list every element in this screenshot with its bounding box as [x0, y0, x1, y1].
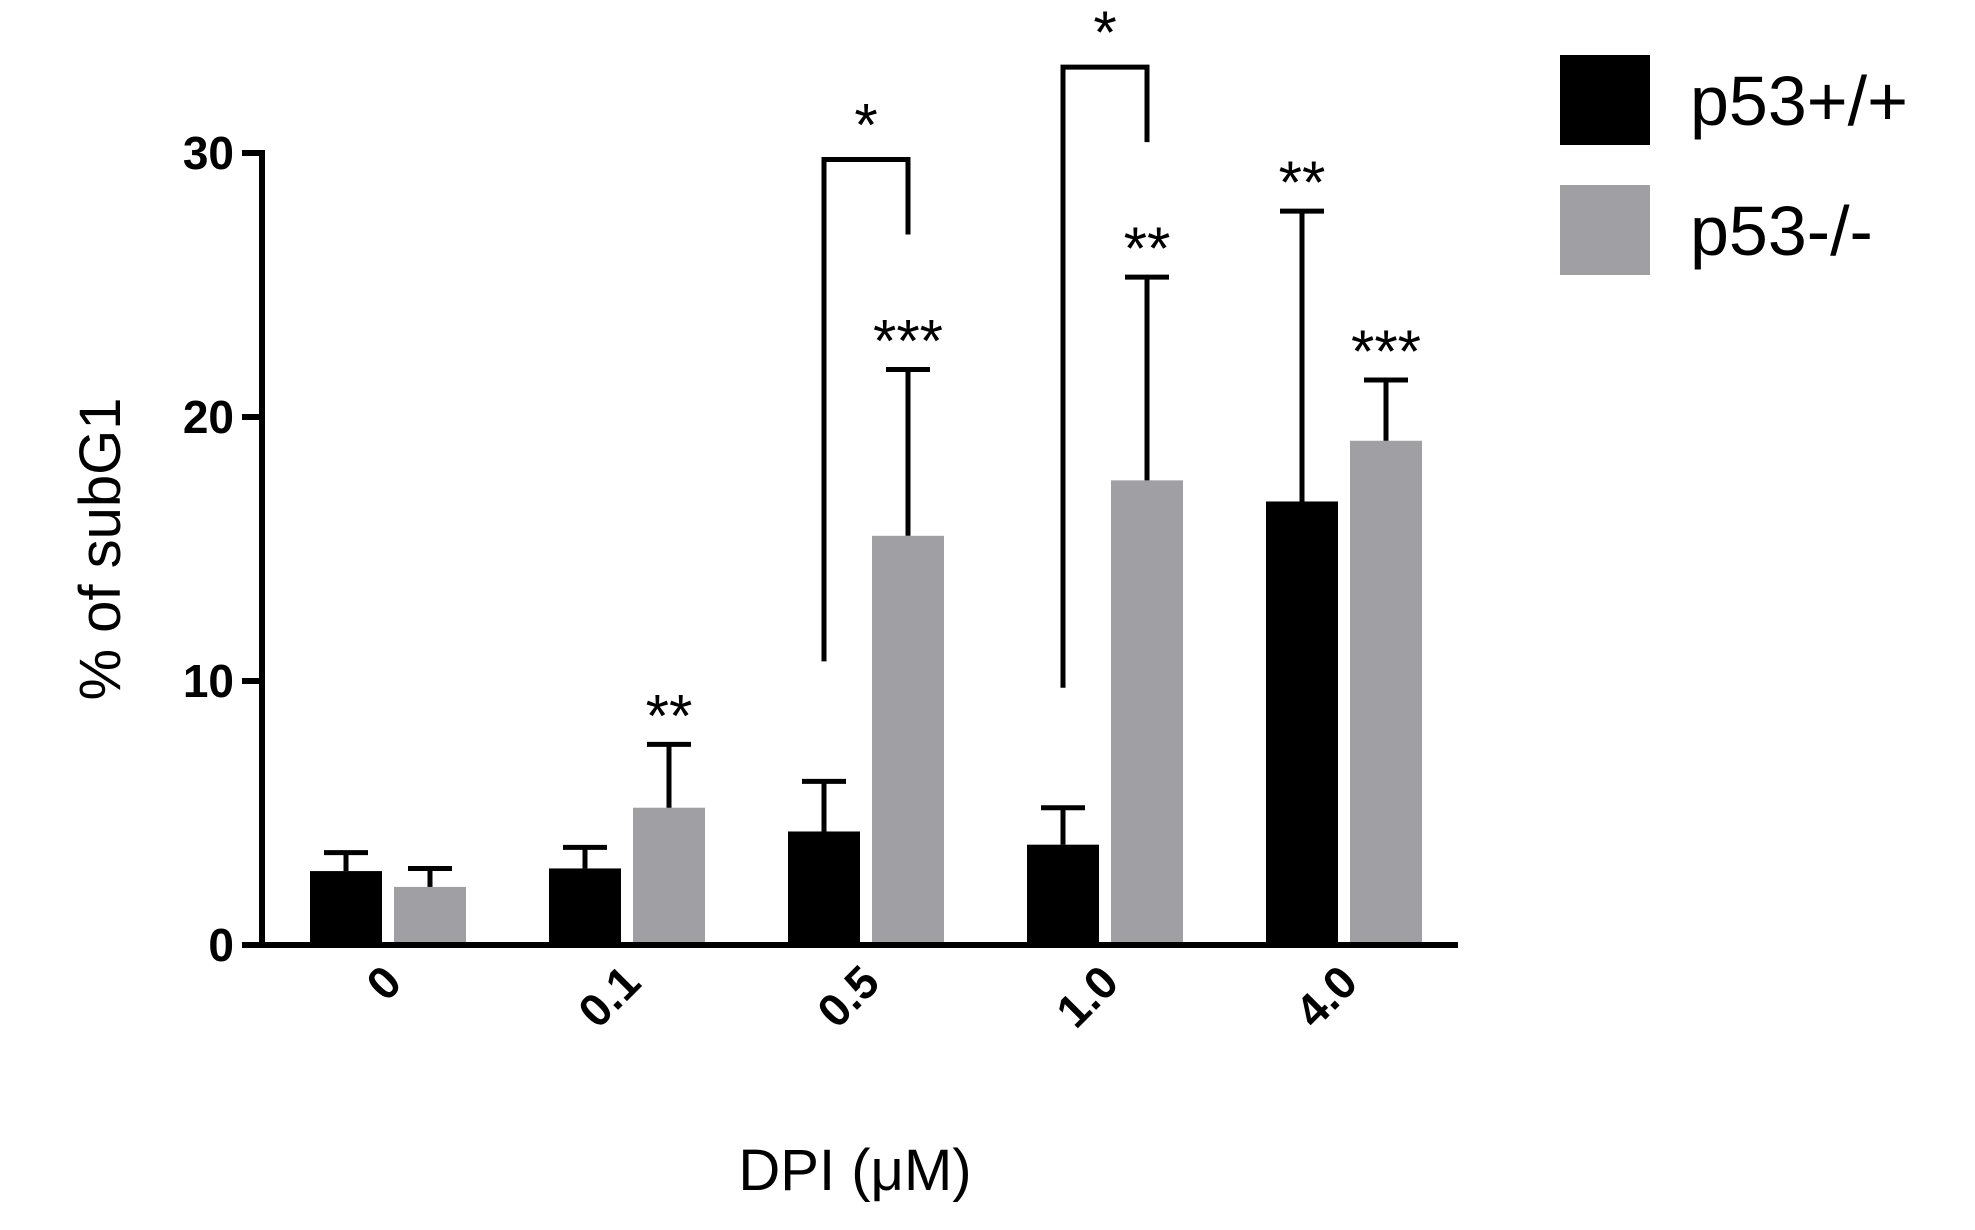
- y-tick-label-0: 0: [208, 919, 234, 971]
- bar-series0-4.0: [1266, 501, 1338, 945]
- bar-series1-0: [394, 886, 466, 945]
- significance-label-series1-0.5: ***: [873, 307, 943, 374]
- significance-label-series1-1.0: **: [1124, 215, 1171, 282]
- legend-swatch-p53-null: [1560, 185, 1650, 275]
- legend-label-p53-null: p53-/-: [1690, 192, 1873, 270]
- x-axis-title: DPI (μM): [738, 1138, 971, 1203]
- significance-layer: **************: [646, 0, 1421, 749]
- bracket-label-0.5: *: [854, 91, 877, 158]
- bracket-label-1.0: *: [1093, 0, 1116, 66]
- bars-layer: [310, 440, 1422, 945]
- axes-layer: [259, 150, 1458, 948]
- y-tick-label-10: 10: [183, 655, 234, 707]
- bar-series0-0.1: [549, 868, 621, 945]
- x-tick-label-0: 0: [356, 955, 411, 1010]
- legend-swatch-p53-wt: [1560, 55, 1650, 145]
- significance-label-series1-0.1: **: [646, 682, 693, 749]
- x-tick-label-1.0: 1.0: [1046, 955, 1128, 1037]
- significance-bracket-1.0: [1060, 64, 1150, 688]
- bar-series0-0.5: [788, 831, 860, 945]
- significance-label-series0-4.0: **: [1279, 149, 1326, 216]
- bar-series1-0.5: [872, 535, 944, 945]
- bar-series1-4.0: [1350, 440, 1422, 945]
- bar-series0-1.0: [1027, 844, 1099, 945]
- x-tick-label-0.1: 0.1: [568, 955, 650, 1037]
- bar-series1-1.0: [1111, 480, 1183, 945]
- legend: p53+/+ p53-/-: [1560, 55, 1908, 275]
- error-bars-layer: [324, 208, 1408, 887]
- y-tick-label-30: 30: [183, 127, 234, 179]
- significance-bracket-0.5: [821, 156, 911, 662]
- significance-label-series1-4.0: ***: [1351, 318, 1421, 385]
- x-tick-label-4.0: 4.0: [1285, 955, 1367, 1037]
- x-tick-label-0.5: 0.5: [807, 955, 889, 1037]
- legend-label-p53-wt: p53+/+: [1690, 62, 1908, 140]
- bar-series0-0: [310, 871, 382, 945]
- bar-series1-0.1: [633, 807, 705, 945]
- y-axis-title: % of subG1: [68, 397, 133, 700]
- y-tick-label-20: 20: [183, 391, 234, 443]
